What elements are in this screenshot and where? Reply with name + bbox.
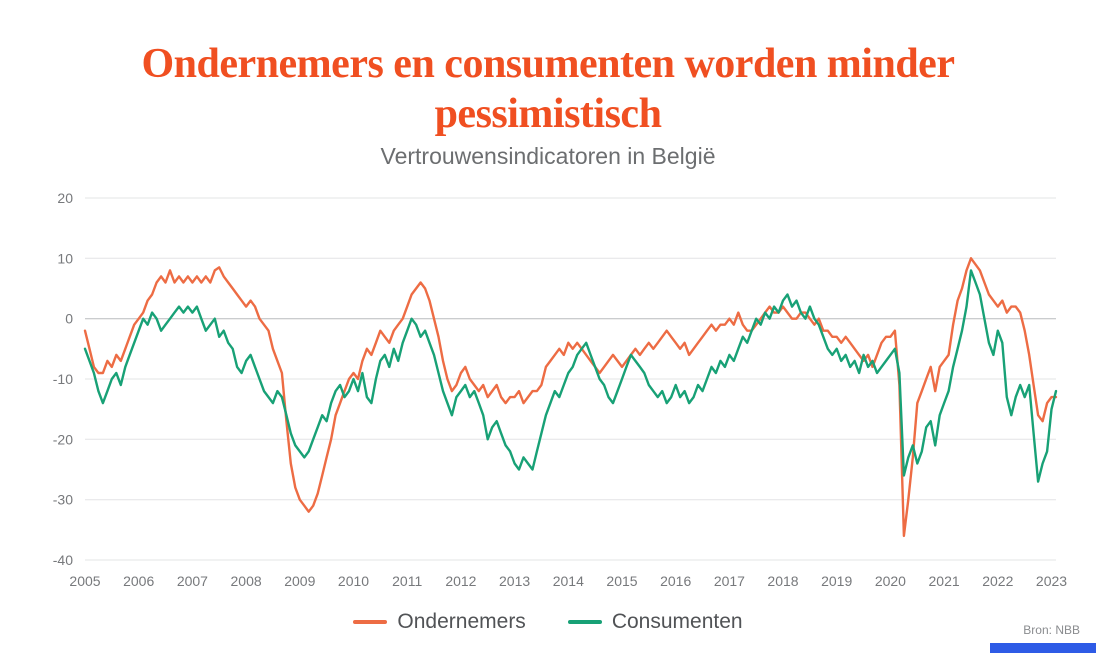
consumenten-line-swatch xyxy=(567,620,602,624)
brand-bar xyxy=(990,643,1096,653)
svg-text:2007: 2007 xyxy=(177,573,208,589)
headline: Ondernemers en consumenten worden minder… xyxy=(141,41,955,137)
svg-text:2016: 2016 xyxy=(660,573,691,589)
ondernemers-line-swatch xyxy=(353,620,388,624)
legend-label-ondernemers: Ondernemers xyxy=(397,610,526,633)
svg-text:2013: 2013 xyxy=(499,573,530,589)
svg-text:2012: 2012 xyxy=(445,573,476,589)
svg-text:2014: 2014 xyxy=(553,573,584,589)
svg-text:20: 20 xyxy=(57,190,73,206)
svg-text:-30: -30 xyxy=(53,492,73,508)
chart-title: Vertrouwensindicatoren in België xyxy=(380,143,716,169)
legend-label-consumenten: Consumenten xyxy=(611,610,743,633)
svg-text:0: 0 xyxy=(65,311,73,327)
svg-text:-20: -20 xyxy=(53,431,73,447)
svg-text:2015: 2015 xyxy=(606,573,637,589)
source-note: Bron: NBB xyxy=(1023,623,1080,637)
svg-text:2011: 2011 xyxy=(392,573,422,589)
svg-text:-10: -10 xyxy=(53,371,73,387)
svg-text:2018: 2018 xyxy=(767,573,798,589)
svg-text:2008: 2008 xyxy=(231,573,262,589)
svg-text:2022: 2022 xyxy=(982,573,1013,589)
svg-text:2023: 2023 xyxy=(1036,573,1067,589)
legend-item-ondernemers: Ondernemers xyxy=(353,610,526,634)
svg-text:2017: 2017 xyxy=(714,573,745,589)
legend: Ondernemers Consumenten xyxy=(0,610,1096,634)
svg-text:2020: 2020 xyxy=(875,573,906,589)
svg-text:10: 10 xyxy=(57,250,73,266)
svg-text:2009: 2009 xyxy=(284,573,315,589)
legend-item-consumenten: Consumenten xyxy=(567,610,743,634)
svg-text:2005: 2005 xyxy=(69,573,100,589)
svg-text:2019: 2019 xyxy=(821,573,852,589)
svg-text:2010: 2010 xyxy=(338,573,369,589)
svg-text:2006: 2006 xyxy=(123,573,154,589)
svg-text:2021: 2021 xyxy=(929,573,960,589)
svg-text:-40: -40 xyxy=(53,552,73,568)
